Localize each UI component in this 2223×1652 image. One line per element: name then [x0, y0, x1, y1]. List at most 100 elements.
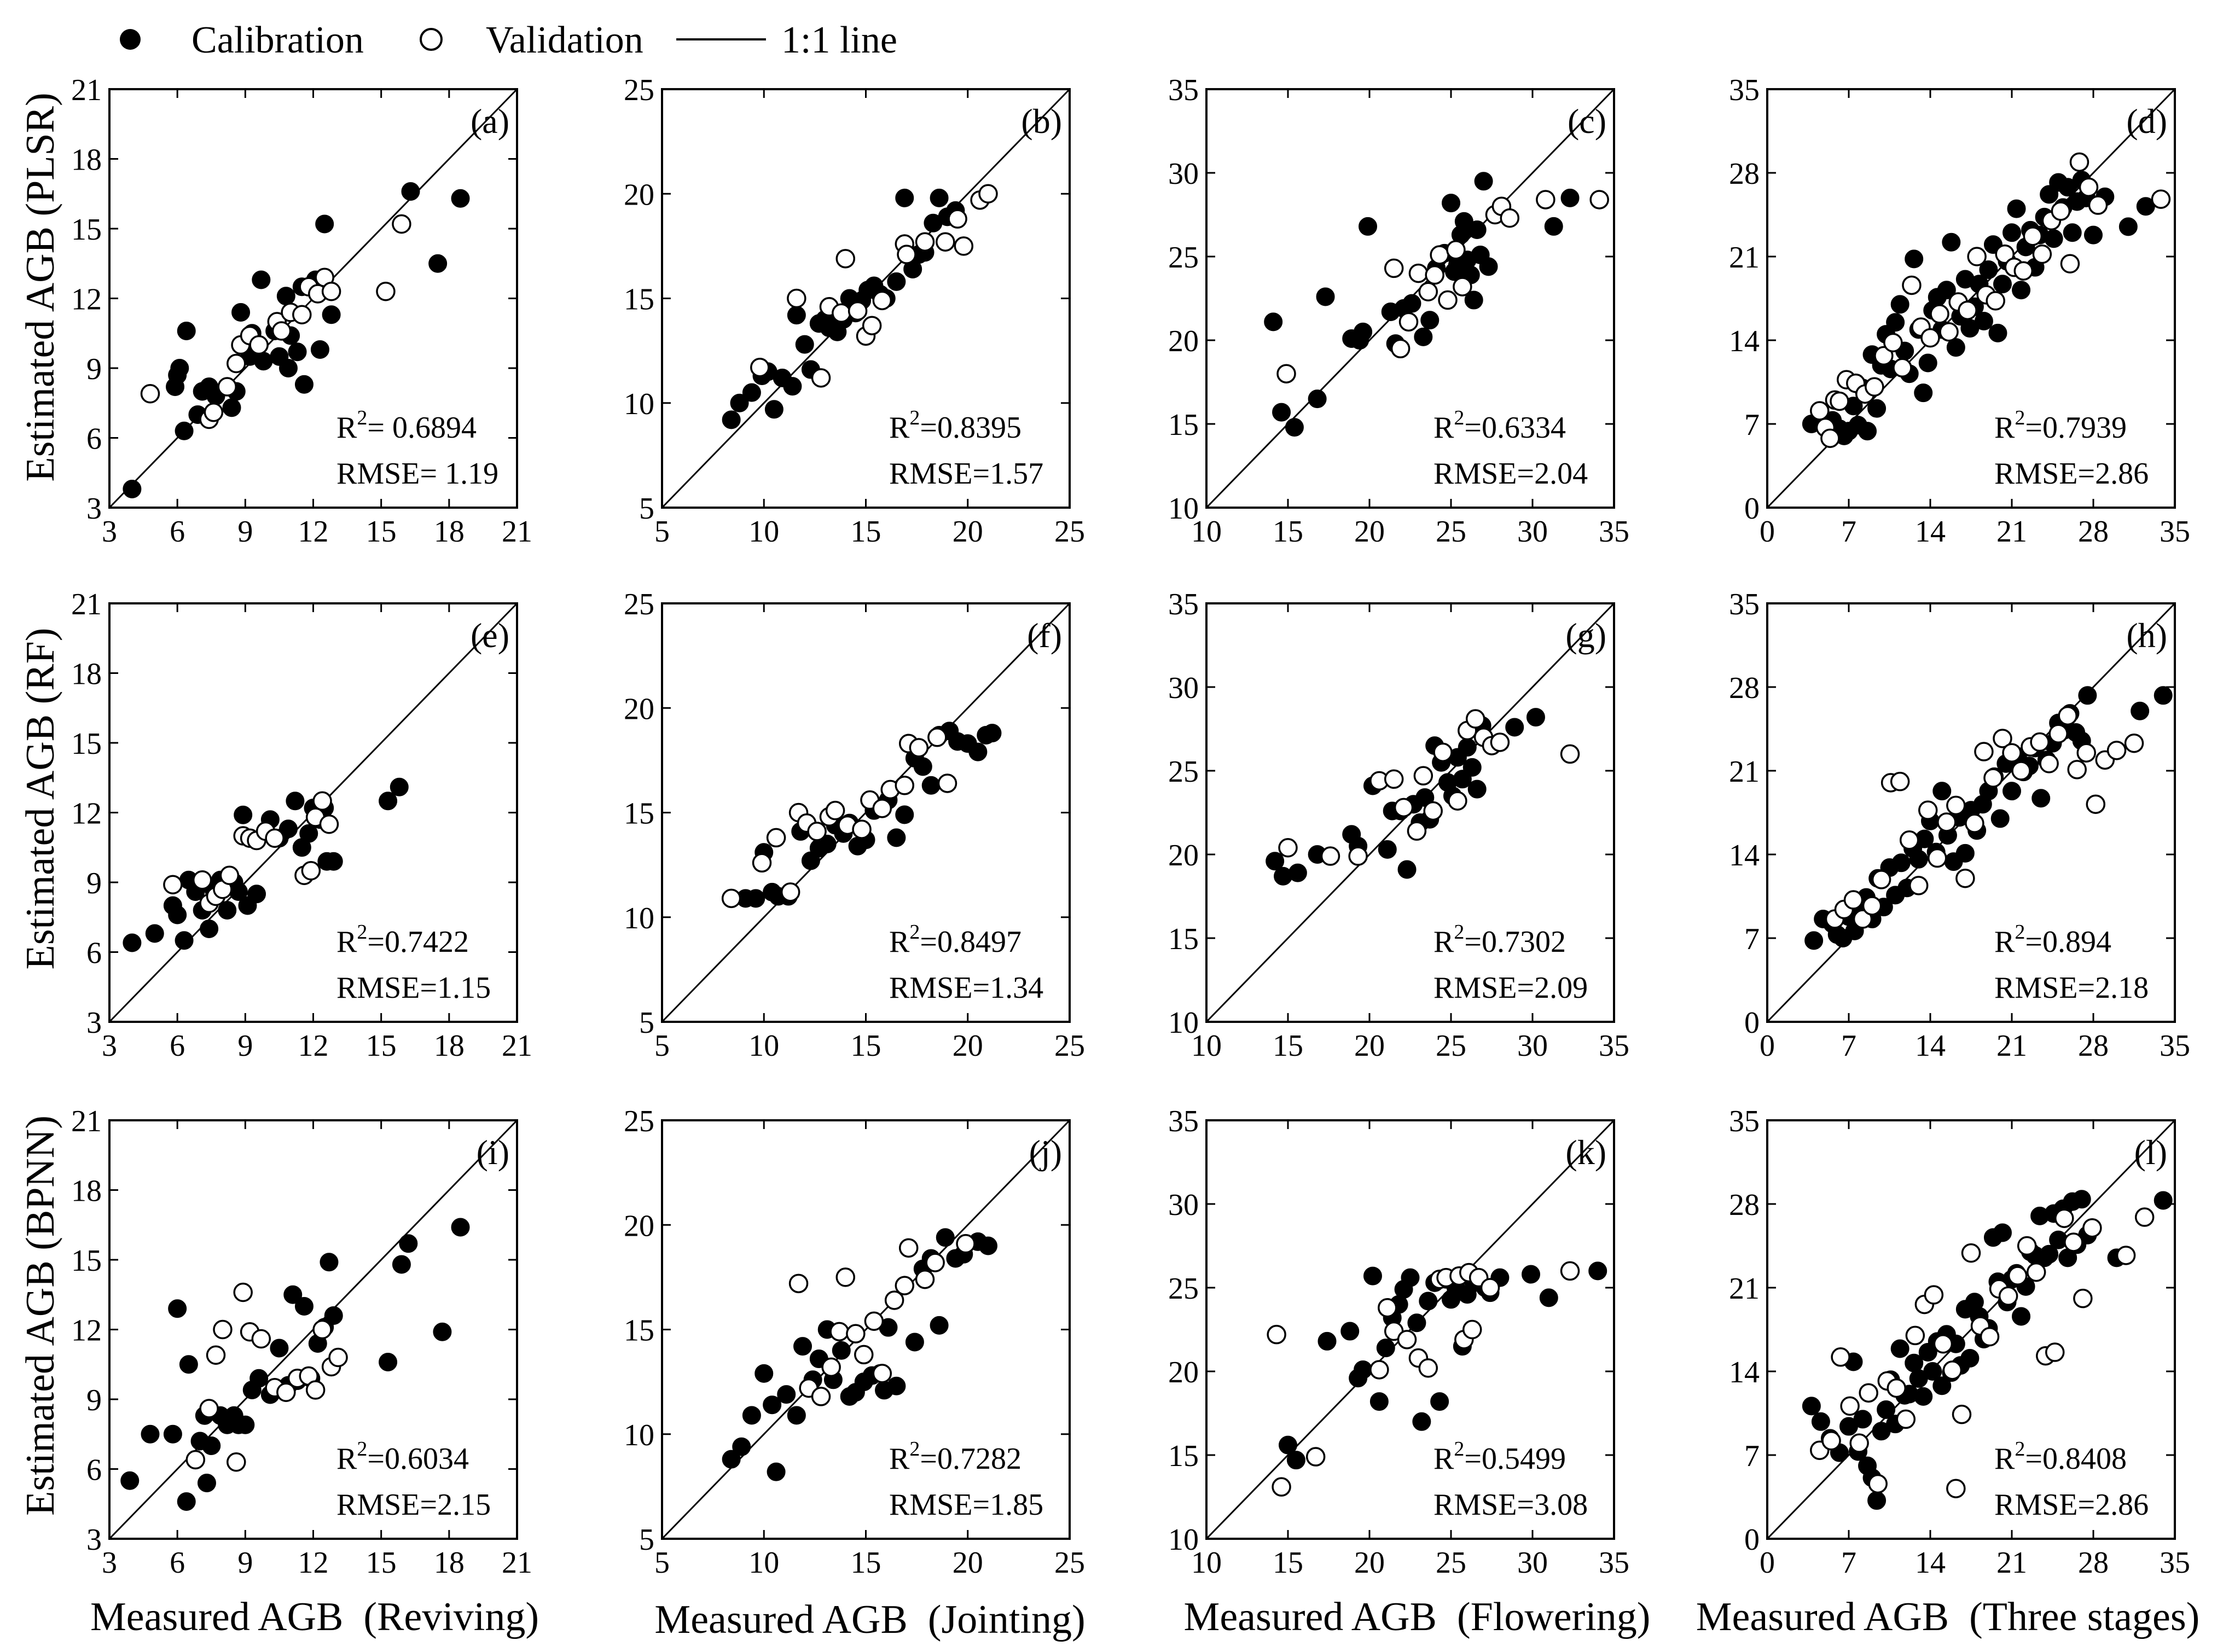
validation-point: [1862, 896, 1882, 916]
validation-point: [1348, 846, 1368, 866]
y-tick-label: 28: [1729, 157, 1760, 191]
calibration-point: [1890, 1339, 1909, 1358]
validation-point: [1980, 1327, 2000, 1347]
validation-point: [219, 865, 240, 885]
validation-point: [217, 377, 237, 397]
calibration-point: [120, 1471, 140, 1490]
validation-point: [1920, 328, 1940, 348]
validation-point: [2026, 1262, 2046, 1282]
calibration-point: [322, 305, 341, 324]
x-tick-label: 25: [1054, 1546, 1085, 1580]
y-tick-label: 3: [86, 1006, 102, 1040]
y-tick-label: 35: [1168, 1104, 1199, 1138]
plot-frame: [1766, 602, 2176, 1023]
x-tick-label: 0: [1760, 1546, 1775, 1580]
y-tick-label: 35: [1729, 587, 1760, 621]
validation-point: [1986, 291, 2005, 311]
x-tick-label: 10: [748, 1029, 779, 1063]
validation-point: [1965, 813, 1984, 833]
validation-point: [163, 875, 183, 894]
x-tick-label: 15: [851, 1029, 881, 1063]
validation-point: [2051, 201, 2071, 221]
calibration-point: [1979, 260, 1998, 280]
calibration-point: [294, 1297, 314, 1316]
validation-point: [835, 249, 855, 269]
x-tick-label: 9: [237, 1029, 253, 1063]
validation-point: [872, 1364, 892, 1383]
calibration-point: [2154, 1191, 2173, 1210]
validation-point: [2054, 1208, 2074, 1228]
rmse-annotation: RMSE= 1.19: [336, 457, 498, 491]
y-tick-label: 5: [639, 492, 654, 526]
calibration-point: [817, 834, 837, 853]
validation-point: [2124, 733, 2144, 753]
validation-point: [185, 1450, 206, 1470]
calibration-point: [2078, 686, 2097, 705]
calibration-point: [315, 214, 334, 234]
validation-point: [862, 316, 882, 335]
validation-point: [832, 303, 851, 323]
y-tick-label: 25: [624, 73, 654, 107]
calibration-point: [197, 1474, 216, 1492]
validation-point: [301, 861, 321, 881]
y-tick-label: 18: [71, 1174, 102, 1208]
y-tick-label: 18: [71, 658, 102, 691]
calibration-point: [930, 1316, 949, 1335]
y-tick-label: 10: [624, 387, 654, 421]
y-tick-label: 12: [71, 283, 102, 317]
validation-point: [1438, 290, 1458, 310]
validation-point: [915, 1269, 935, 1289]
validation-point: [2134, 1207, 2155, 1227]
calibration-point: [887, 272, 906, 291]
panel-a: 33 6 6 9 9 12 12 15 15 18 18 21 21 (a) R2= 0.6894 RMSE=…: [71, 73, 532, 549]
validation-point: [1853, 909, 1873, 929]
one-to-one-line: [1766, 1119, 2176, 1540]
plot-frame: [1205, 602, 1615, 1023]
validation-point: [1820, 428, 1840, 448]
x-tick-label: 10: [748, 515, 779, 549]
calibration-point: [451, 189, 470, 208]
validation-point: [788, 1273, 809, 1294]
calibration-point: [930, 188, 949, 207]
validation-point: [1433, 742, 1453, 763]
validation-point: [936, 232, 955, 252]
calibration-point: [141, 1424, 160, 1444]
validation-point: [1890, 771, 1910, 792]
calibration-point: [936, 1228, 955, 1247]
x-tick-label: 10: [1191, 1546, 1222, 1580]
calibration-point: [1918, 353, 1937, 373]
y-tick-label: 10: [1168, 1523, 1199, 1557]
rmse-annotation: RMSE=2.86: [1994, 1488, 2149, 1522]
rmse-annotation: RMSE=1.85: [889, 1488, 1043, 1522]
calibration-point: [983, 724, 1002, 743]
calibration-point: [1462, 758, 1482, 777]
validation-point: [1967, 247, 1987, 266]
validation-point: [846, 1324, 866, 1343]
panel-label: (a): [471, 102, 509, 141]
calibration-point: [177, 322, 196, 340]
calibration-point: [399, 1234, 418, 1253]
y-tick-label: 0: [1744, 492, 1760, 526]
calibration-point: [1993, 275, 2012, 294]
calibration-point: [1909, 850, 1928, 869]
y-tick-label: 15: [624, 797, 654, 831]
validation-point: [2017, 1236, 2037, 1256]
calibration-point: [1264, 312, 1283, 331]
rmse-annotation: RMSE=2.09: [1433, 971, 1588, 1005]
y-tick-label: 12: [71, 797, 102, 831]
calibration-point: [2003, 782, 2021, 801]
rmse-annotation: RMSE=1.57: [889, 457, 1043, 491]
calibration-point: [1272, 403, 1291, 422]
calibration-point: [1401, 1268, 1420, 1287]
x-tick-label: 6: [170, 515, 185, 549]
calibration-point: [1890, 295, 1909, 314]
calibration-point: [1402, 294, 1421, 313]
xlabel-reviving: Measured AGB (Reviving): [90, 1595, 539, 1639]
validation-point: [1961, 1243, 1981, 1263]
validation-point: [1278, 838, 1298, 858]
validation-point: [1942, 1360, 1963, 1380]
validation-point: [1276, 364, 1296, 383]
validation-point: [2032, 244, 2052, 264]
y-tick-label: 10: [624, 901, 654, 935]
r2-annotation: R2=0.7939: [1994, 406, 2127, 445]
